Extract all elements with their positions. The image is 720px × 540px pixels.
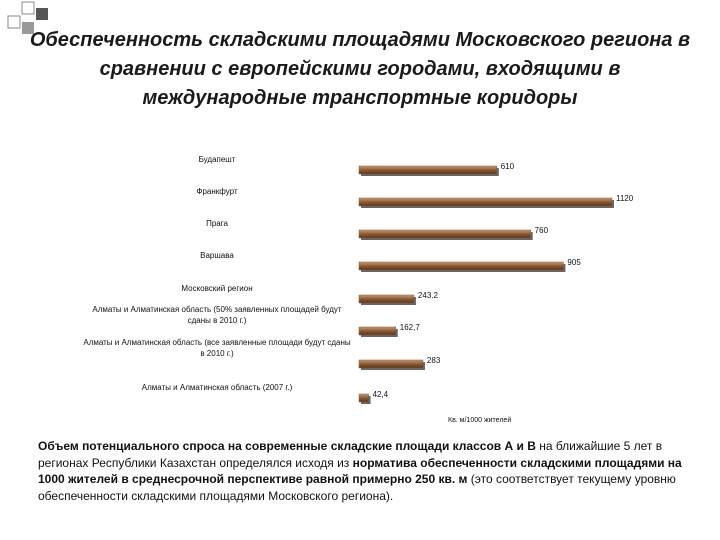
bar xyxy=(358,393,369,403)
value-label: 243.2 xyxy=(418,291,439,300)
bar xyxy=(358,197,613,207)
category-label: Московский регион xyxy=(181,284,253,293)
value-label: 610 xyxy=(501,162,515,171)
bar xyxy=(358,359,424,369)
bar xyxy=(358,294,415,304)
category-label: Алматы и Алматинская область (2007 г.) xyxy=(141,383,293,392)
category-label: Будапешт xyxy=(198,155,236,164)
category-label: Прага xyxy=(206,219,228,228)
unit-label: Кв. м/1000 жителей xyxy=(448,417,512,424)
category-label: Алматы и Алматинская область (все заявле… xyxy=(83,338,351,358)
note-segment: Объем потенциального спроса на современн… xyxy=(38,439,536,453)
bar xyxy=(358,326,397,336)
note-segment: на ближайшие 5 лет в регионах Республики… xyxy=(38,439,663,470)
bar xyxy=(358,229,531,239)
bar xyxy=(358,165,498,175)
value-label: 1120 xyxy=(616,194,634,203)
value-label: 42,4 xyxy=(373,390,389,399)
bar xyxy=(358,261,564,271)
chart: 610 1120 760 905 243.2 162,7 283 42,4 xyxy=(358,162,634,404)
decoration xyxy=(7,1,48,34)
note: Объем потенциального спроса на современн… xyxy=(38,438,688,504)
value-label: 162,7 xyxy=(400,323,421,332)
note-segment: (это соответствует текущему уровню обесп… xyxy=(38,472,676,503)
note-segment: норматива обеспеченности складскими площ… xyxy=(38,455,682,487)
category-label: Алматы и Алматинская область (50% заявле… xyxy=(92,305,342,325)
value-label: 283 xyxy=(427,356,441,365)
value-label: 905 xyxy=(567,258,581,267)
chart-title: Обеспеченность складскими площадями Моск… xyxy=(29,29,691,109)
category-label: Франкфурт xyxy=(196,187,238,196)
value-label: 760 xyxy=(535,226,549,235)
category-label: Варшава xyxy=(200,251,234,260)
